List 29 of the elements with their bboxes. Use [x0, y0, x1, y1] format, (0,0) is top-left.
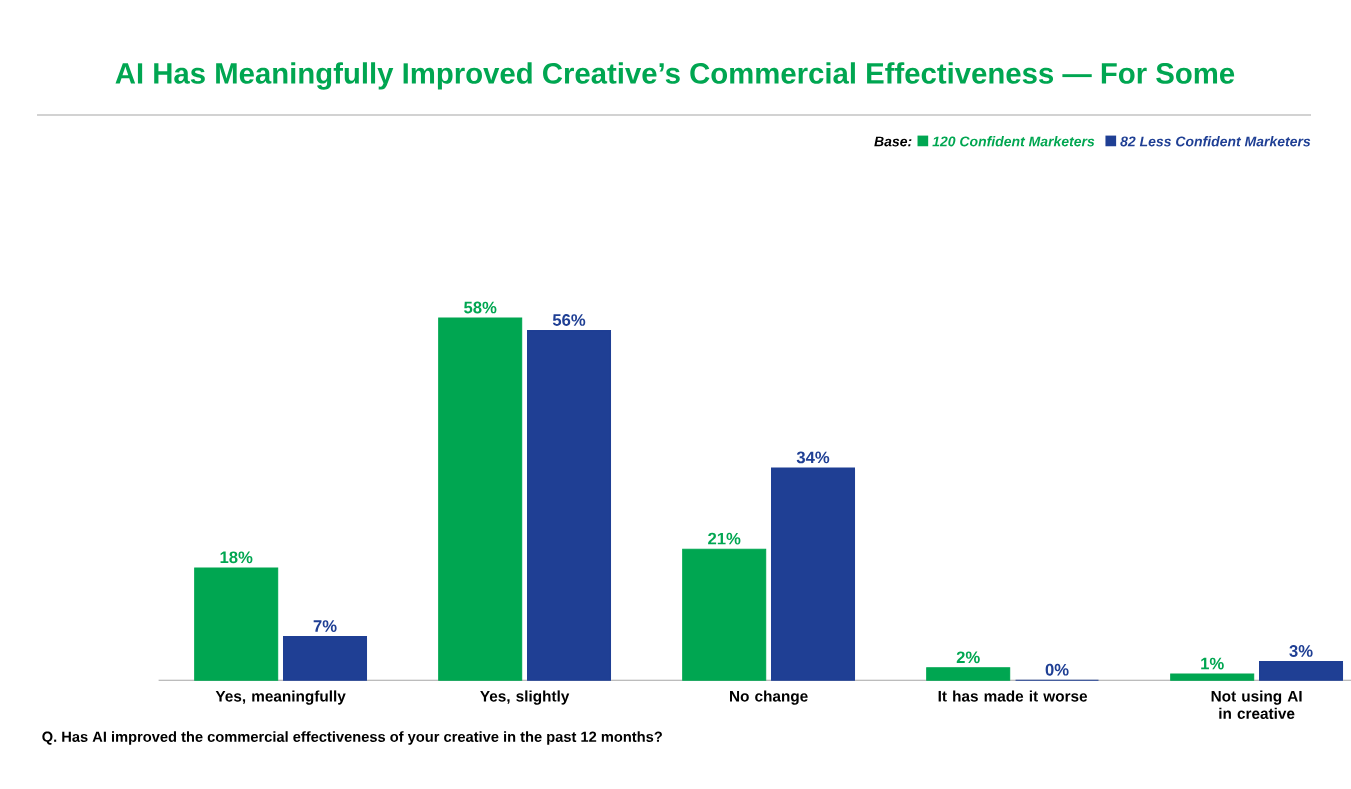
bar — [1259, 661, 1344, 681]
data-label: 34% — [796, 451, 830, 464]
x-tick-label: No change — [730, 690, 808, 705]
data-label: 3% — [1289, 645, 1313, 657]
bar — [282, 636, 368, 681]
data-label: 7% — [313, 620, 337, 632]
data-label: 1% — [1201, 657, 1224, 670]
bar — [771, 467, 856, 681]
bar — [526, 330, 612, 681]
legend-label: 82 Less Confident Marketers — [1120, 136, 1311, 147]
data-label: 18% — [220, 551, 253, 564]
x-tick-label: Not using AI in creative — [1211, 690, 1302, 719]
data-label: 21% — [708, 532, 741, 545]
bar — [926, 667, 1011, 681]
x-tick-label: It has made it worse — [938, 690, 1088, 702]
legend-title: Base: — [874, 136, 912, 147]
x-tick-label: Yes, meaningfully — [215, 690, 346, 705]
bar — [1170, 673, 1255, 681]
bar — [438, 317, 523, 681]
data-label: 0% — [1045, 663, 1069, 676]
legend-label: 120 Confident Marketers — [932, 136, 1095, 147]
text: Q. Has AI improved the commercial effectiveness of your creative in the past 12 months? — [42, 731, 662, 745]
data-label: 56% — [552, 314, 586, 326]
chart-title: AI Has Meaningfully Improved Creative’s Commercial Effectiveness — For Some — [115, 62, 1235, 90]
bar — [194, 567, 279, 681]
data-label: 2% — [956, 651, 980, 664]
bar — [682, 548, 767, 681]
x-tick-label: Yes, slightly — [480, 690, 570, 705]
data-label: 58% — [464, 301, 497, 314]
